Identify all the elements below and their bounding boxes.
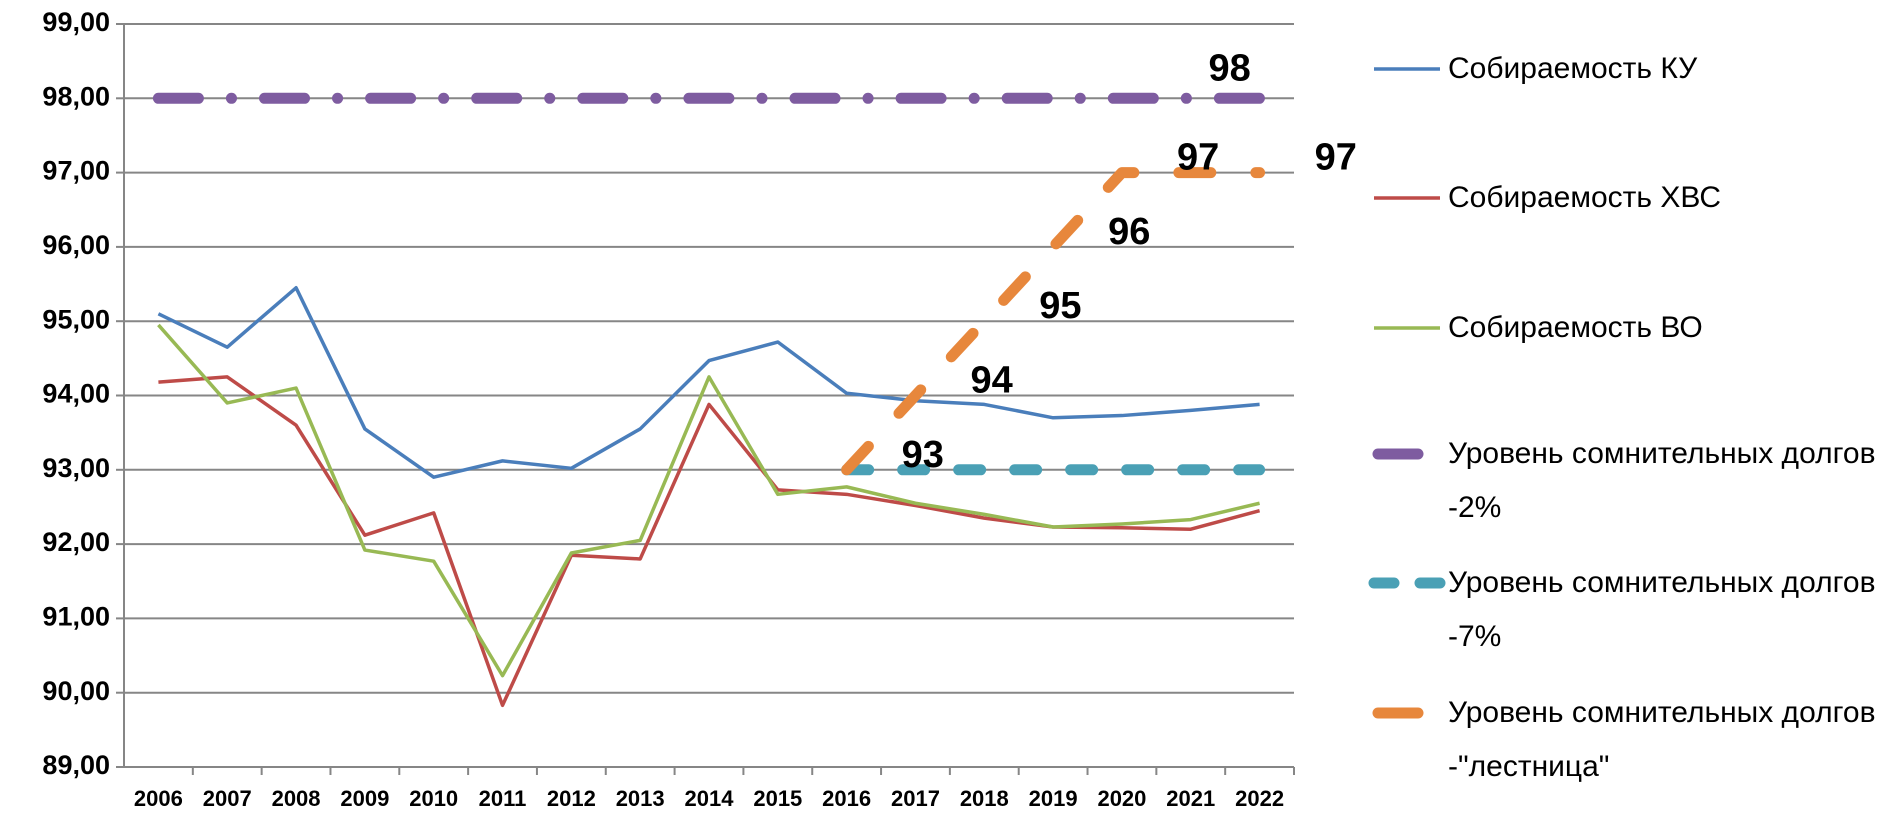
data-label: 97 (1315, 137, 1357, 179)
series-line (157, 286, 1260, 479)
x-tick-label: 2006 (134, 786, 183, 811)
y-tick-label: 94,00 (42, 379, 110, 409)
y-tick-label: 91,00 (42, 602, 110, 632)
x-tick-label: 2014 (685, 786, 735, 811)
x-tick-label: 2012 (547, 786, 596, 811)
legend-label: Уровень сомнительных долгов -"лестница" (1448, 696, 1876, 783)
y-tick-label: 99,00 (42, 7, 110, 37)
data-label: 93 (902, 434, 944, 476)
y-tick-label: 95,00 (42, 304, 110, 334)
legend-label: Собираемость КУ (1448, 52, 1698, 85)
x-tick-label: 2010 (409, 786, 458, 811)
x-tick-label: 2015 (753, 786, 802, 811)
series-line (841, 167, 1266, 476)
series-line (157, 323, 1260, 678)
y-tick-label: 89,00 (42, 750, 110, 780)
y-tick-label: 96,00 (42, 230, 110, 260)
legend-label: Уровень сомнительных долгов -7% (1448, 566, 1876, 653)
y-tick-label: 97,00 (42, 156, 110, 186)
legend-label: Собираемость ХВС (1448, 181, 1722, 214)
y-tick-label: 98,00 (42, 81, 110, 111)
y-tick-label: 90,00 (42, 676, 110, 706)
x-tick-label: 2020 (1097, 786, 1146, 811)
x-tick-label: 2013 (616, 786, 665, 811)
x-tick-label: 2007 (203, 786, 252, 811)
data-label: 94 (970, 360, 1012, 402)
x-tick-label: 2011 (479, 786, 527, 811)
y-tick-label: 93,00 (42, 453, 110, 483)
x-tick-label: 2018 (960, 786, 1009, 811)
legend-label: Уровень сомнительных долгов -2% (1448, 437, 1876, 524)
x-tick-label: 2009 (340, 786, 389, 811)
x-tick-label: 2017 (891, 786, 940, 811)
x-tick-label: 2008 (272, 786, 321, 811)
x-tick-label: 2019 (1029, 786, 1078, 811)
data-label: 97 (1177, 137, 1219, 179)
data-label: 95 (1039, 285, 1081, 327)
x-tick-label: 2021 (1166, 786, 1215, 811)
x-tick-label: 2022 (1235, 786, 1284, 811)
x-tick-label: 2016 (822, 786, 871, 811)
y-tick-label: 92,00 (42, 527, 110, 557)
legend-label: Собираемость ВО (1448, 311, 1703, 344)
series-line (158, 375, 1261, 708)
data-label: 98 (1208, 47, 1250, 89)
data-label: 96 (1108, 211, 1150, 253)
